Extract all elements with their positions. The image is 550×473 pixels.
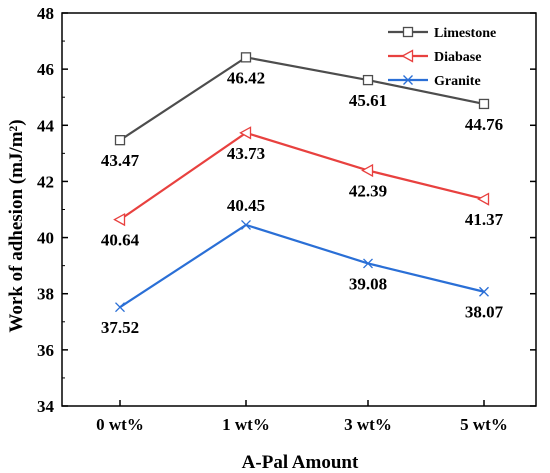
data-label-granite: 38.07 [465,303,504,322]
data-label-granite: 37.52 [101,318,139,337]
data-point-limestone [362,74,374,86]
y-tick-label: 34 [37,397,55,416]
x-tick-label: 3 wt% [344,415,392,434]
data-label-granite: 40.45 [227,196,265,215]
y-tick-label: 44 [37,116,55,135]
series-line-limestone [119,56,485,142]
y-tick-label: 40 [37,229,54,248]
data-point-granite [115,302,125,313]
marker-stroke [363,258,373,269]
data-point-diabase [477,192,490,206]
data-label-diabase: 42.39 [349,181,387,200]
legend-label-granite: Granite [434,74,481,89]
data-label-limestone: 44.76 [465,115,503,134]
series-line-diabase [119,131,485,221]
series-line-granite [119,223,485,309]
legend-marker-granite [403,75,413,85]
data-labels: 43.47 46.42 45.61 44.76 40.64 43.73 42.39 41.37… [101,68,504,337]
x-tick-label: 1 wt% [222,415,270,434]
y-tick-label: 38 [37,285,54,304]
y-axis-title: Work of adhesion (mJ/m²) [6,119,27,332]
y-tick-label: 46 [37,60,54,79]
data-point-limestone [240,52,252,63]
data-label-granite: 39.08 [349,274,387,293]
series-layer [113,52,490,313]
data-point-diabase [239,126,252,140]
x-tick-label: 0 wt% [96,415,144,434]
data-point-diabase [361,163,374,178]
data-label-limestone: 46.42 [227,68,265,87]
marker-stroke [241,219,251,230]
data-point-granite [479,286,489,297]
legend-label-diabase: Diabase [434,50,481,65]
legend: Limestone Diabase Granite [388,26,496,89]
legend-marker-limestone [402,26,414,38]
y-tick-label: 42 [37,172,54,191]
legend-label-limestone: Limestone [434,26,496,41]
axes: 34 36 38 40 42 44 46 48 0 wt% 1 wt% 3 wt% 5 wt% [37,4,537,434]
marker-stroke [479,286,489,297]
data-label-diabase: 41.37 [465,210,504,229]
data-point-granite [363,258,373,269]
data-label-limestone: 45.61 [349,91,387,110]
data-label-diabase: 43.73 [227,144,265,163]
data-label-limestone: 43.47 [101,151,140,170]
data-point-limestone [478,98,490,110]
data-point-limestone [114,135,126,146]
data-point-granite [241,219,251,230]
x-axis-title: A-Pal Amount [242,452,359,473]
y-tick-label: 36 [37,341,54,360]
marker-stroke [403,75,413,85]
data-point-diabase [113,213,126,227]
legend-marker-diabase [401,49,414,63]
x-tick-label: 5 wt% [460,415,508,434]
y-tick-label: 48 [37,4,54,23]
marker-stroke [115,302,125,313]
data-label-diabase: 40.64 [101,231,140,250]
